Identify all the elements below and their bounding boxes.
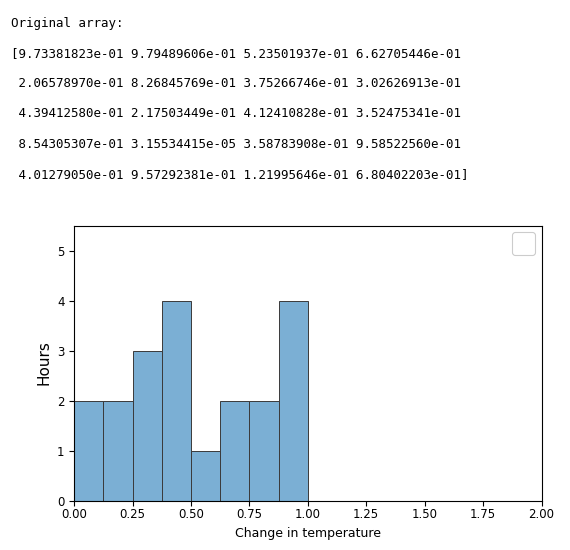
Text: 4.01279050e-01 9.57292381e-01 1.21995646e-01 6.80402203e-01]: 4.01279050e-01 9.57292381e-01 1.21995646… (11, 168, 469, 181)
Text: 8.54305307e-01 3.15534415e-05 3.58783908e-01 9.58522560e-01: 8.54305307e-01 3.15534415e-05 3.58783908… (11, 138, 461, 151)
Legend:  (512, 233, 535, 255)
Y-axis label: Hours: Hours (36, 340, 51, 386)
Bar (103, 400, 132, 500)
X-axis label: Change in temperature: Change in temperature (235, 527, 381, 540)
Bar (132, 350, 162, 500)
Text: 4.39412580e-01 2.17503449e-01 4.12410828e-01 3.52475341e-01: 4.39412580e-01 2.17503449e-01 4.12410828… (11, 107, 461, 120)
Bar (162, 300, 191, 500)
Text: [9.73381823e-01 9.79489606e-01 5.23501937e-01 6.62705446e-01: [9.73381823e-01 9.79489606e-01 5.2350193… (11, 47, 461, 60)
Text: 2.06578970e-01 8.26845769e-01 3.75266746e-01 3.02626913e-01: 2.06578970e-01 8.26845769e-01 3.75266746… (11, 77, 461, 90)
Bar (250, 400, 279, 500)
Bar (191, 450, 220, 501)
Text: Original array:: Original array: (11, 16, 124, 30)
Bar (279, 300, 308, 500)
Bar (220, 400, 250, 500)
Bar (74, 400, 103, 500)
